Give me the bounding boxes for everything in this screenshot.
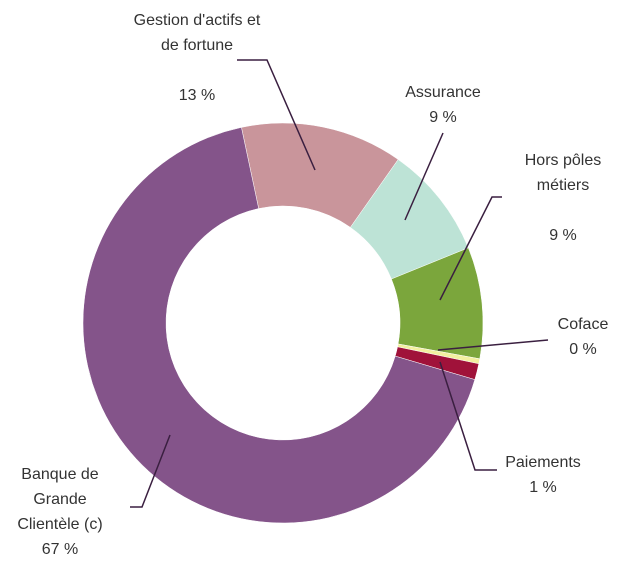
donut-slice — [82, 127, 476, 524]
leader-line — [437, 339, 549, 351]
slice-label: Paiements — [505, 454, 581, 471]
leader-line — [237, 59, 316, 171]
slice-label: Coface — [557, 316, 609, 333]
leader-line — [130, 434, 171, 508]
leader-line — [404, 132, 444, 221]
slice-value-label: 9 % — [429, 109, 457, 126]
slice-label: Banque de Grande Clientèle (c) — [17, 466, 103, 533]
slice-label: Gestion d'actifs et de fortune — [133, 12, 261, 54]
slice-value-label: 67 % — [41, 541, 79, 558]
slice-value-label: 9 % — [549, 227, 577, 244]
slice-value-label: 13 % — [178, 87, 216, 104]
slice-value-label: 0 % — [569, 341, 597, 358]
slice-label: Assurance — [405, 84, 481, 101]
leader-line — [439, 196, 502, 301]
leader-line — [439, 361, 497, 471]
slice-label: Hors pôles métiers — [524, 152, 602, 194]
slice-value-label: 1 % — [529, 479, 557, 496]
